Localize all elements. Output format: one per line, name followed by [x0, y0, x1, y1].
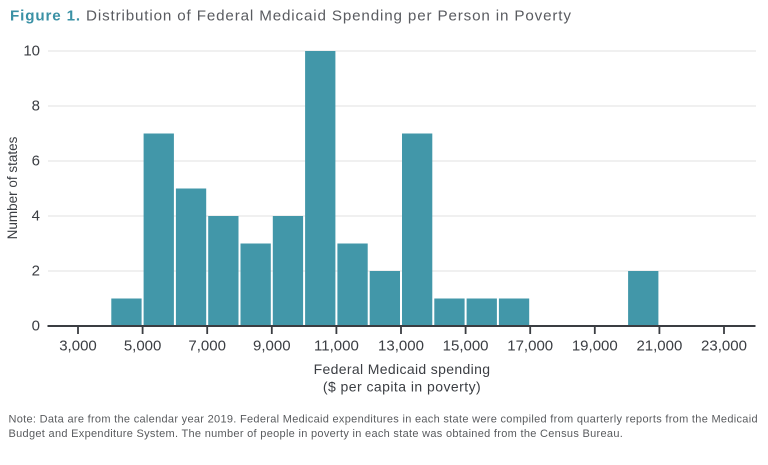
svg-text:19,000: 19,000: [572, 338, 618, 355]
svg-text:Number of states: Number of states: [5, 136, 20, 239]
svg-text:2: 2: [32, 263, 40, 280]
svg-text:8: 8: [32, 98, 40, 115]
svg-text:5,000: 5,000: [124, 338, 162, 355]
svg-text:($ per capita in poverty): ($ per capita in poverty): [323, 379, 481, 395]
svg-text:Budget and Expenditure System.: Budget and Expenditure System. The numbe…: [9, 428, 624, 440]
svg-text:4: 4: [32, 208, 40, 225]
svg-text:15,000: 15,000: [443, 338, 489, 355]
svg-text:13,000: 13,000: [378, 338, 424, 355]
svg-text:Note: Data are from the calend: Note: Data are from the calendar year 20…: [9, 414, 758, 426]
svg-text:Federal Medicaid spending: Federal Medicaid spending: [314, 361, 491, 377]
svg-text:17,000: 17,000: [507, 338, 553, 355]
svg-text:7,000: 7,000: [188, 338, 226, 355]
svg-text:Figure 1. Distribution of Fede: Figure 1. Distribution of Federal Medica…: [10, 8, 572, 25]
svg-text:23,000: 23,000: [701, 338, 747, 355]
svg-text:10: 10: [23, 43, 40, 60]
svg-text:21,000: 21,000: [636, 338, 682, 355]
svg-text:0: 0: [32, 318, 40, 335]
svg-text:6: 6: [32, 153, 40, 170]
svg-text:3,000: 3,000: [59, 338, 97, 355]
svg-text:11,000: 11,000: [314, 338, 359, 355]
svg-text:9,000: 9,000: [253, 338, 291, 355]
